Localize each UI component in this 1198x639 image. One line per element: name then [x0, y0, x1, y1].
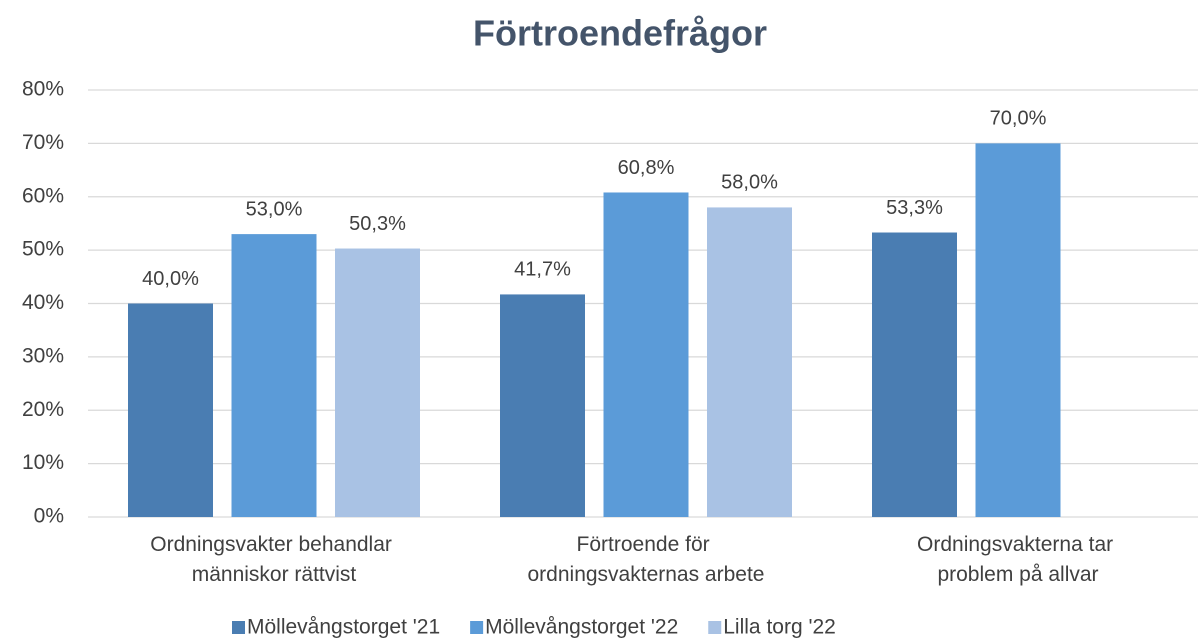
data-label: 40,0%: [142, 268, 199, 290]
bar: [707, 207, 792, 518]
y-tick-label: 40%: [22, 291, 64, 314]
y-tick-label: 0%: [34, 505, 64, 528]
legend-label: Möllevångstorget '22: [485, 616, 678, 639]
legend-label: Möllevångstorget '21: [247, 616, 440, 639]
data-label: 70,0%: [990, 108, 1047, 130]
bar: [335, 248, 420, 517]
y-tick-label: 50%: [22, 238, 64, 261]
y-tick-label: 30%: [22, 344, 64, 367]
x-tick-label: Ordningsvakterna tar problem på allvar: [917, 533, 1119, 586]
legend-swatch: [708, 621, 722, 634]
x-tick-label: Förtroende för ordningsvakternas arbete: [528, 533, 765, 586]
y-tick-label: 20%: [22, 398, 64, 421]
bar: [128, 303, 213, 517]
bar: [975, 143, 1061, 517]
bar: [500, 294, 585, 517]
legend-label: Lilla torg '22: [723, 616, 836, 639]
x-tick-label: Ordningsvakter behandlar människor rättv…: [150, 533, 397, 586]
bar: [872, 232, 957, 518]
data-label: 58,0%: [721, 172, 778, 194]
data-label: 53,3%: [886, 197, 943, 219]
bar: [603, 192, 689, 518]
y-tick-label: 80%: [22, 78, 64, 101]
data-label: 60,8%: [618, 157, 675, 179]
y-tick-label: 10%: [22, 451, 64, 474]
legend-swatch: [232, 621, 245, 634]
data-label: 50,3%: [349, 213, 406, 235]
data-label: 53,0%: [246, 198, 303, 220]
y-tick-label: 70%: [22, 131, 64, 154]
bar: [231, 234, 317, 518]
legend-swatch: [470, 621, 484, 634]
data-label: 41,7%: [514, 259, 571, 281]
y-tick-label: 60%: [22, 184, 64, 207]
chart-title: Förtroendefrågor: [473, 13, 767, 54]
